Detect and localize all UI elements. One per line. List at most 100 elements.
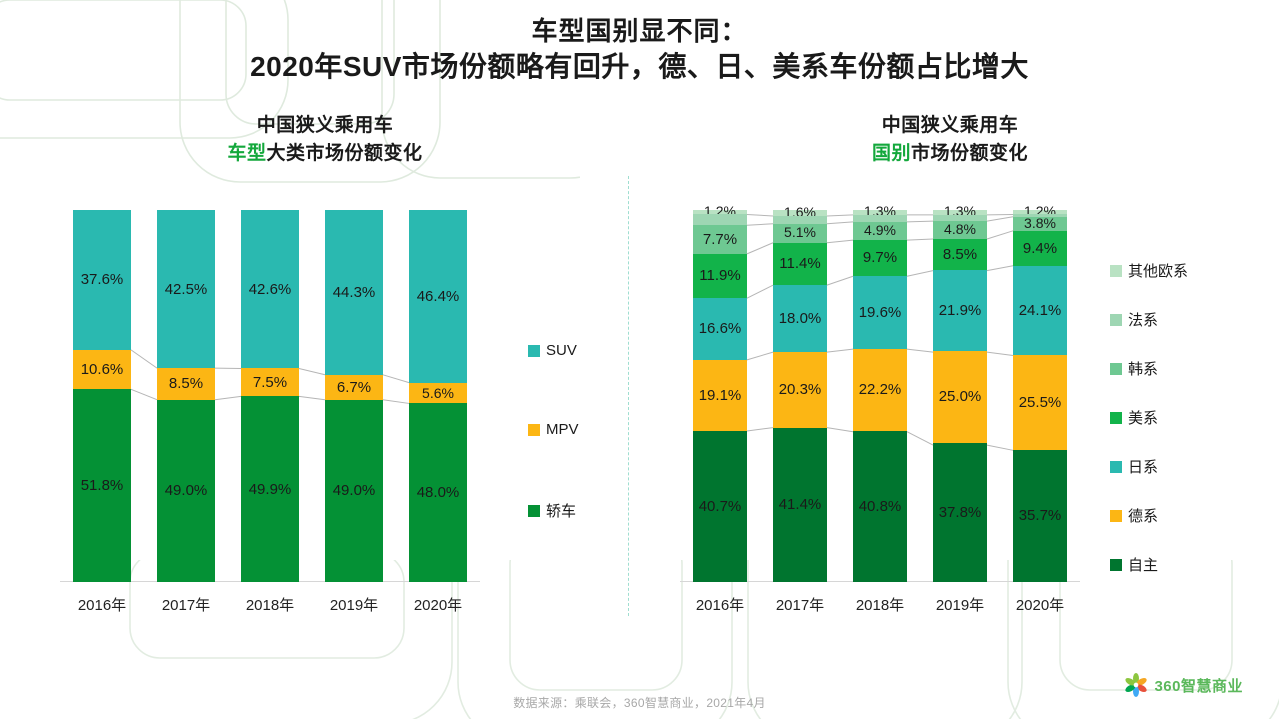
bar-segment[interactable]: 22.2%: [853, 348, 907, 431]
legend-item-韩系[interactable]: 韩系: [1110, 358, 1188, 379]
stacked-bar[interactable]: 37.6% 10.6% 51.8%: [73, 210, 131, 582]
stacked-bar[interactable]: 42.6% 7.5% 49.9%: [241, 210, 299, 582]
bar-segment[interactable]: 6.7%: [325, 374, 383, 400]
legend-item-美系[interactable]: 美系: [1110, 407, 1188, 428]
legend-label: 德系: [1128, 508, 1159, 525]
right-chart-bars: 1.2% 7.7% 11.9% 16.6% 19.1% 40.7% 1.6% 5.1% 11.4…: [680, 203, 1080, 583]
bar-segment[interactable]: 49.9%: [241, 396, 299, 582]
legend-item-MPV[interactable]: MPV: [528, 421, 579, 438]
x-axis-label: 2019年: [935, 597, 985, 614]
legend-label: SUV: [546, 342, 577, 359]
bar-group: 1.2% 7.7% 11.9% 16.6% 19.1% 40.7%: [680, 203, 760, 582]
stacked-bar[interactable]: 46.4% 5.6% 48.0%: [409, 210, 467, 582]
legend-item-日系[interactable]: 日系: [1110, 456, 1188, 477]
bar-segment[interactable]: 9.4%: [1013, 230, 1067, 266]
bar-segment[interactable]: 5.6%: [409, 382, 467, 404]
bar-segment[interactable]: 40.7%: [693, 430, 747, 582]
stacked-bar[interactable]: 1.6% 5.1% 11.4% 18.0% 20.3% 41.4%: [773, 204, 827, 582]
bar-segment[interactable]: 9.7%: [853, 240, 907, 276]
bar-segment[interactable]: [933, 214, 987, 222]
bar-segment[interactable]: 11.4%: [773, 242, 827, 286]
bar-segment[interactable]: [853, 214, 907, 222]
bar-segment[interactable]: 24.1%: [1013, 265, 1067, 355]
bar-segment[interactable]: 37.8%: [933, 442, 987, 582]
brand-logo-text: 360智慧商业: [1154, 677, 1243, 695]
bar-segment[interactable]: 42.6%: [241, 210, 299, 369]
bar-segment-label: 42.6%: [248, 280, 292, 298]
stacked-bar[interactable]: 1.2% 7.7% 11.9% 16.6% 19.1% 40.7%: [693, 203, 747, 582]
bar-segment[interactable]: 19.6%: [853, 275, 907, 349]
bar-group: 1.6% 5.1% 11.4% 18.0% 20.3% 41.4%: [760, 204, 840, 582]
bar-segment[interactable]: 8.5%: [157, 368, 215, 400]
bar-segment[interactable]: 21.9%: [933, 270, 987, 351]
bar-segment[interactable]: 51.8%: [73, 389, 131, 582]
bar-segment[interactable]: 5.1%: [773, 223, 827, 243]
legend-item-自主[interactable]: 自主: [1110, 554, 1188, 575]
bar-segment[interactable]: 10.6%: [73, 349, 131, 390]
bar-segment-label: 10.6%: [80, 361, 124, 379]
bar-segment[interactable]: 40.8%: [853, 430, 907, 583]
bar-segment-label: 44.3%: [332, 283, 376, 301]
bar-segment[interactable]: 35.7%: [1013, 449, 1067, 582]
bar-segment[interactable]: [773, 215, 827, 224]
legend-swatch-icon: [1110, 460, 1122, 473]
bar-group: 1.3% 4.8% 8.5% 21.9% 25.0% 37.8%: [920, 203, 1000, 582]
bar-group: 1.3% 4.9% 9.7% 19.6% 22.2% 40.8%: [840, 203, 920, 583]
legend-item-轿车[interactable]: 轿车: [528, 500, 579, 521]
right-chart-subtitle-rest: 市场份额变化: [911, 143, 1029, 164]
bar-segment[interactable]: 44.3%: [325, 210, 383, 375]
legend-item-SUV[interactable]: SUV: [528, 342, 579, 359]
bar-segment[interactable]: 49.0%: [325, 399, 383, 582]
bar-segment-label: 16.6%: [698, 320, 742, 338]
stacked-bar[interactable]: 1.2% 3.8% 9.4% 24.1% 25.5% 35.7%: [1013, 203, 1067, 582]
bar-segment[interactable]: 4.9%: [853, 221, 907, 240]
bar-segment[interactable]: [1013, 214, 1067, 217]
bar-segment-label: 9.4%: [1022, 239, 1058, 257]
legend-swatch-icon: [528, 423, 540, 436]
bar-segment[interactable]: 18.0%: [773, 285, 827, 353]
bar-segment[interactable]: 11.9%: [693, 253, 747, 299]
right-chart-x-axis-labels: 2016年 2017年 2018年 2019年 2020年: [680, 594, 1080, 615]
bar-segment[interactable]: 48.0%: [409, 403, 467, 582]
legend-label: 其他欧系: [1128, 263, 1189, 280]
x-axis-label: 2017年: [775, 597, 825, 614]
stacked-bar[interactable]: 42.5% 8.5% 49.0%: [157, 210, 215, 582]
bar-segment[interactable]: 7.5%: [241, 368, 299, 397]
bar-segment[interactable]: 16.6%: [693, 298, 747, 360]
bar-segment-label: 35.7%: [1018, 507, 1062, 525]
brand-logo: 360智慧商业: [1123, 672, 1243, 698]
bar-segment[interactable]: 3.8%: [1013, 215, 1067, 231]
bar-segment[interactable]: 46.4%: [409, 210, 467, 383]
bar-segment[interactable]: 25.5%: [1013, 354, 1067, 450]
stacked-bar[interactable]: 44.3% 6.7% 49.0%: [325, 210, 383, 582]
bar-segment-label: 8.5%: [942, 245, 978, 263]
bar-segment-label: 42.5%: [164, 280, 208, 298]
stacked-bar[interactable]: 1.3% 4.8% 8.5% 21.9% 25.0% 37.8%: [933, 203, 987, 582]
left-chart-legend: SUV MPV 轿车: [528, 342, 579, 583]
bar-segment[interactable]: 19.1%: [693, 359, 747, 431]
left-chart-subtitle: 中国狭义乘用车 车型大类市场份额变化: [30, 112, 620, 168]
bar-segment[interactable]: 7.7%: [693, 225, 747, 254]
legend-label: 美系: [1128, 410, 1159, 427]
bar-segment[interactable]: 37.6%: [73, 210, 131, 350]
bar-segment[interactable]: 4.8%: [933, 221, 987, 239]
right-chart-legend: 其他欧系法系韩系美系日系德系自主: [1110, 260, 1188, 603]
legend-item-其他欧系[interactable]: 其他欧系: [1110, 260, 1188, 281]
bar-segment-label: 7.7%: [702, 231, 738, 249]
bar-group: 42.5% 8.5% 49.0%: [144, 210, 228, 582]
stacked-bar[interactable]: 1.3% 4.9% 9.7% 19.6% 22.2% 40.8%: [853, 203, 907, 583]
bar-segment[interactable]: 42.5%: [157, 210, 215, 369]
bar-segment-label: 18.0%: [778, 310, 822, 328]
bar-segment[interactable]: 25.0%: [933, 350, 987, 443]
bar-segment-label: 37.8%: [938, 503, 982, 521]
bar-segment[interactable]: [693, 214, 747, 226]
bar-segment[interactable]: 8.5%: [933, 238, 987, 270]
bar-segment[interactable]: 20.3%: [773, 352, 827, 428]
bar-segment[interactable]: 49.0%: [157, 399, 215, 582]
legend-item-法系[interactable]: 法系: [1110, 309, 1188, 330]
right-chart-panel: 中国狭义乘用车 国别市场份额变化 1.2% 7.7% 11.9% 16.6% 19.1%…: [650, 112, 1250, 614]
legend-item-德系[interactable]: 德系: [1110, 505, 1188, 526]
bar-group: 44.3% 6.7% 49.0%: [312, 210, 396, 582]
bar-segment[interactable]: 41.4%: [773, 427, 827, 582]
left-chart-bars: 37.6% 10.6% 51.8% 42.5% 8.5% 49.0% 42.6% 7.5% 49…: [60, 210, 480, 582]
